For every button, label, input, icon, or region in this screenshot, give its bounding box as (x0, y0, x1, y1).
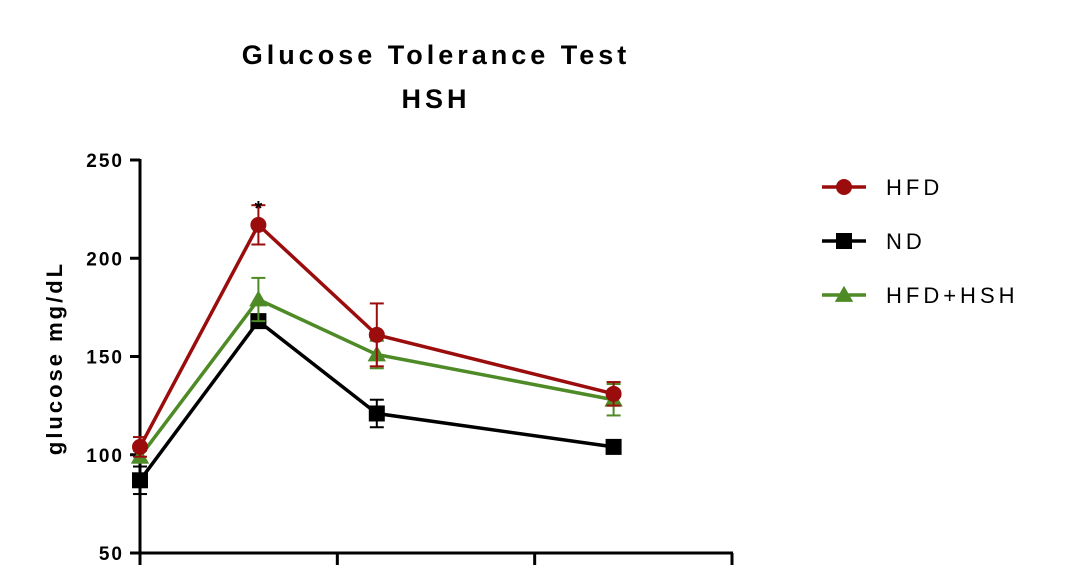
chart-title: Glucose Tolerance Test (242, 40, 631, 70)
legend-item: ND (822, 229, 926, 254)
axes: 50 100 150 200 250 (86, 151, 734, 565)
significance-annotation: * (255, 198, 263, 220)
legend-item: HFD+HSH (822, 283, 1019, 308)
data-point (249, 290, 268, 307)
legend-item: HFD (822, 175, 943, 200)
y-tick-label: 200 (86, 249, 124, 270)
series-nd (132, 313, 622, 496)
data-point (834, 285, 854, 302)
y-axis-label: glucose mg/dL (42, 261, 67, 455)
data-point (132, 438, 148, 455)
series-hfd (132, 204, 622, 458)
series-layer: * (130, 198, 623, 496)
data-point (368, 405, 385, 422)
chart-subtitle: HSH (401, 84, 470, 114)
y-tick-label: 250 (86, 151, 124, 172)
data-point (605, 438, 622, 455)
legend-label: ND (886, 229, 926, 254)
data-point (836, 233, 852, 249)
data-point (132, 472, 148, 489)
y-tick-label: 50 (99, 544, 124, 565)
data-point (605, 385, 622, 402)
legend-label: HFD+HSH (886, 283, 1019, 308)
y-tick-label: 150 (86, 348, 124, 369)
series-line (138, 223, 615, 448)
y-tick-label: 100 (86, 446, 124, 467)
data-point (836, 179, 852, 195)
data-point (368, 326, 385, 343)
legend: HFD ND HFD+HSH (822, 175, 1019, 308)
data-point (250, 216, 267, 233)
legend-label: HFD (886, 175, 943, 200)
series-line (138, 297, 614, 458)
series-line (138, 319, 614, 482)
